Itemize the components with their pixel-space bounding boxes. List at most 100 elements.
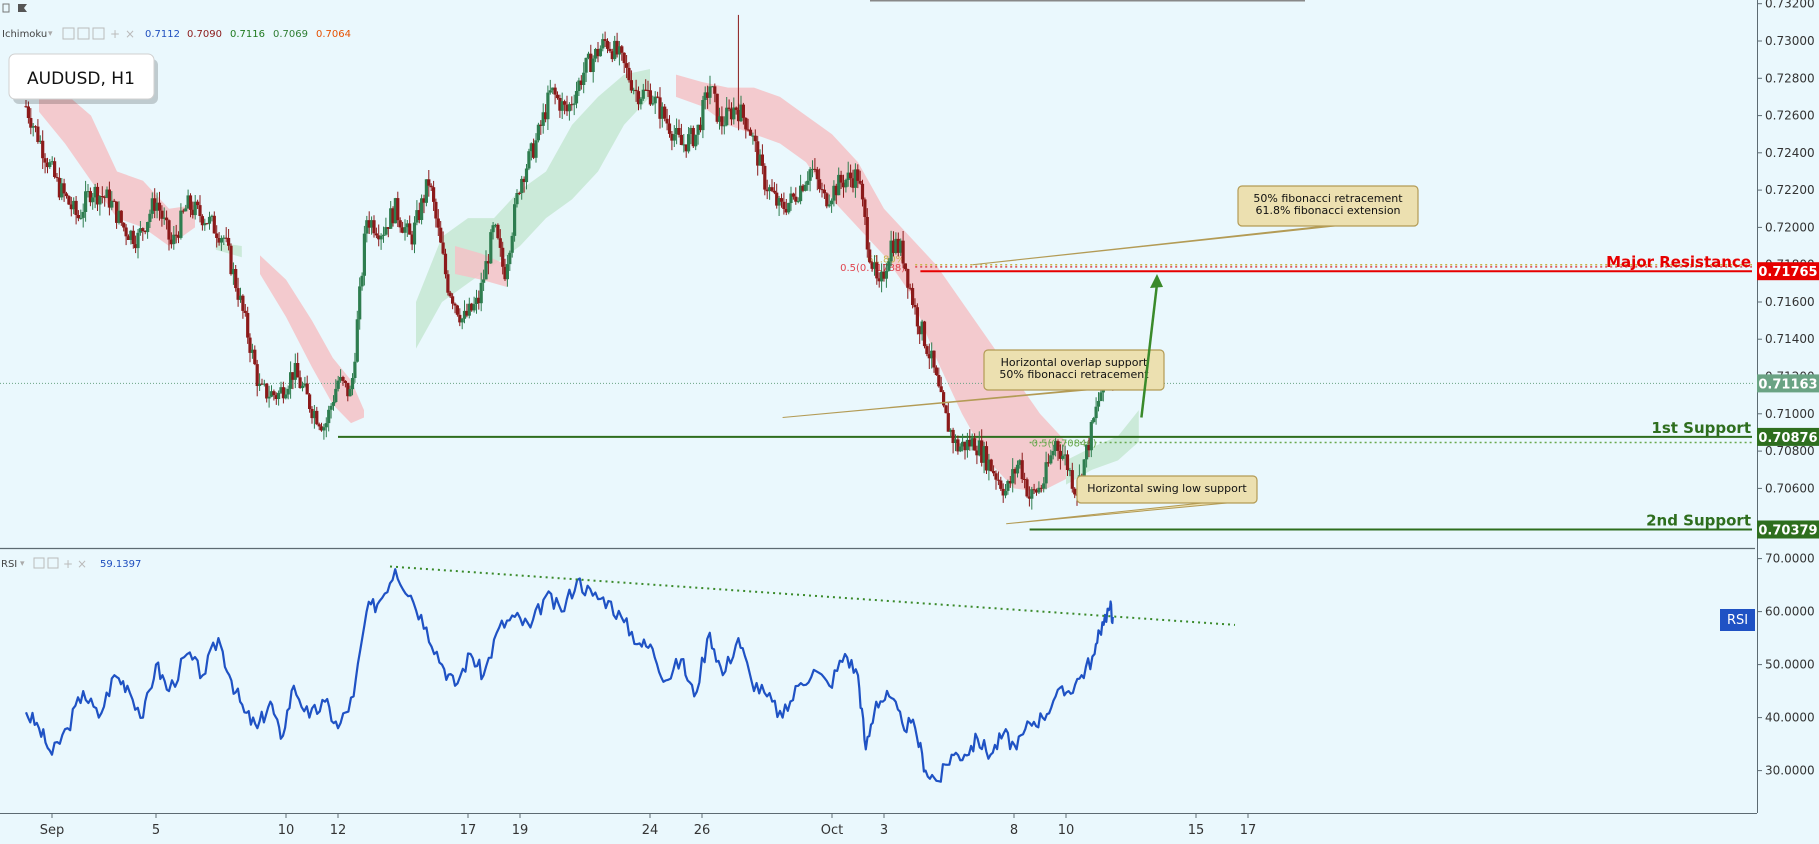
candle-body [591,58,595,72]
candle [775,183,779,209]
callout[interactable]: Horizontal swing low support [1006,475,1258,525]
candle-body [572,103,576,105]
candle-body [88,191,92,203]
candle-body [770,187,774,191]
candle-body [608,48,612,52]
settings-icon[interactable] [77,27,90,40]
candle-body [970,438,974,447]
candle [1042,477,1046,493]
candle [827,194,831,208]
candle-body [86,191,90,193]
candle [601,33,605,52]
remove-icon[interactable]: × [125,27,135,41]
candle-body [667,123,672,134]
candle [274,392,278,405]
eye-icon[interactable] [62,27,75,40]
rsi-tick-label: 40.0000 [1765,711,1815,725]
candle [524,164,529,190]
candle [984,441,989,474]
candle [453,302,457,314]
candle [791,192,795,200]
source-icon[interactable] [92,27,105,40]
candle [1044,451,1048,490]
candle [870,260,874,272]
candle [973,433,977,451]
candle-body [586,53,591,58]
candle [343,380,347,388]
candle-body [136,232,140,249]
add-icon[interactable]: + [63,557,73,571]
candle-body [329,405,333,410]
candle [126,234,131,240]
candle [179,203,183,240]
candle [999,476,1003,491]
cloud-green [416,69,650,349]
candle-body [896,238,900,253]
candle-body [491,225,495,233]
candle [284,387,288,400]
candle-body [293,363,297,380]
candle [965,432,969,458]
candle [467,297,471,319]
candle-body [115,201,119,223]
candle-body [274,395,278,399]
candle-body [429,185,433,188]
add-icon[interactable]: + [110,27,120,41]
candle-body [33,126,38,128]
candle [74,196,78,225]
candle-body [64,193,69,197]
candle-body [455,305,459,315]
candle [319,422,324,432]
candle-body [184,208,188,212]
candle-body [432,187,436,202]
collapse-icon[interactable] [2,3,10,13]
remove-icon[interactable]: × [77,557,87,571]
symbol-label-box[interactable]: AUDUSD, H1 [8,53,158,104]
flag-icon[interactable] [18,4,27,12]
candle [849,164,853,188]
indicator-menu-caret[interactable]: ▾ [48,29,53,39]
rsi-name[interactable]: RSI [1,559,17,570]
price-tick-label: 0.71400 [1765,332,1815,346]
candle-body [381,234,386,236]
candle-body [784,209,788,213]
candle [498,229,502,257]
candle-body [653,96,657,104]
price-tick-label: 0.72400 [1765,146,1815,160]
candle [50,156,54,165]
candle [486,254,490,275]
indicator-controls[interactable]: + × [62,27,135,41]
candle [546,85,550,130]
candle [57,167,61,201]
candle [277,390,281,406]
rsi-menu-caret[interactable]: ▾ [20,559,25,569]
callout-text: Horizontal overlap support [1001,356,1148,369]
candle [386,227,390,238]
candle [362,225,366,286]
candle [207,211,212,230]
candle [410,230,414,251]
candle [555,91,560,100]
candle [424,179,428,207]
indicator-name[interactable]: Ichimoku [2,29,47,40]
candle [756,135,760,176]
candle-body [146,222,150,233]
candle-body [682,144,686,146]
eye-icon[interactable] [33,557,45,569]
candle-body [927,354,931,359]
time-tick-label: Oct [821,823,843,838]
candle-body [472,304,476,311]
candle [841,174,846,198]
rsi-badge[interactable]: RSI [1720,609,1755,631]
settings-icon[interactable] [47,557,59,569]
candle [150,192,154,219]
candle-body [1046,462,1050,464]
candle-body [279,387,283,393]
candle-body [672,134,676,141]
axes[interactable]: 0.73200 0.73000 0.72800 0.72600 0.72400 0.722… [40,0,1815,838]
candle-body [732,107,736,120]
candle-body [517,193,521,194]
candle [868,242,872,264]
